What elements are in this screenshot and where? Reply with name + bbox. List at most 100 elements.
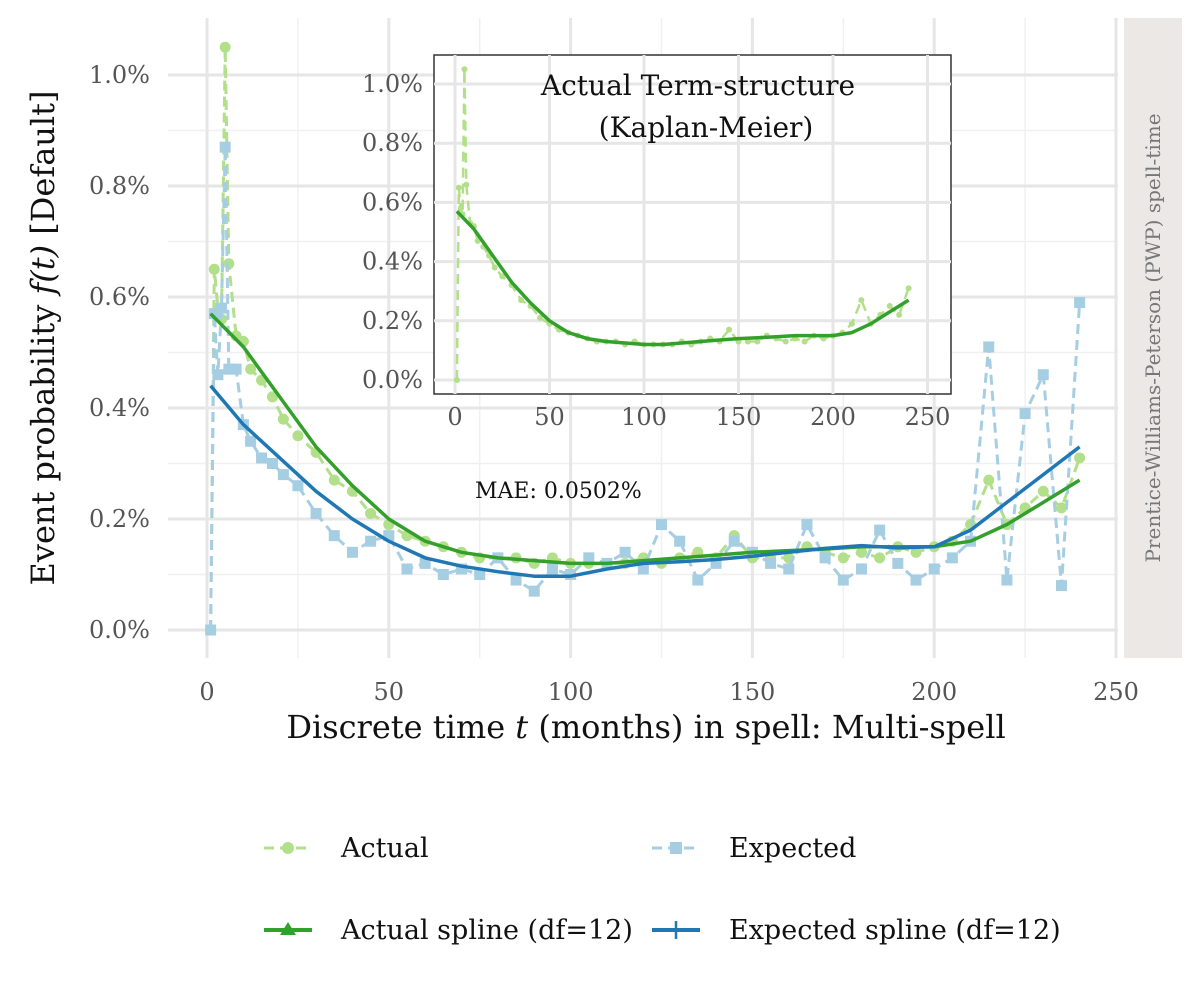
point-expected bbox=[346, 546, 358, 558]
point-actual bbox=[905, 285, 912, 292]
point-actual bbox=[365, 507, 377, 519]
point-actual bbox=[292, 430, 304, 442]
x-tick-label: 200 bbox=[911, 678, 957, 706]
point-expected bbox=[212, 369, 224, 381]
x-tick-label: 0 bbox=[447, 403, 462, 431]
point-actual bbox=[461, 66, 468, 73]
point-actual bbox=[266, 391, 278, 403]
y-axis-title: Event probability f(t) [Default] bbox=[24, 91, 62, 586]
point-actual bbox=[328, 474, 340, 486]
point-expected bbox=[223, 363, 235, 375]
point-actual bbox=[491, 264, 498, 271]
inset-title-line2: (Kaplan-Meier) bbox=[599, 111, 814, 144]
point-expected bbox=[855, 563, 867, 575]
point-expected bbox=[419, 557, 431, 569]
point-expected bbox=[583, 552, 595, 564]
legend-label-expected-spline: Expected spline (df=12) bbox=[729, 915, 1061, 946]
point-expected bbox=[801, 519, 813, 531]
point-expected bbox=[474, 569, 486, 580]
point-expected bbox=[245, 435, 257, 447]
legend-item-actual-spline: Actual spline (df=12) bbox=[264, 915, 633, 946]
y-tick-label: 0.0% bbox=[89, 616, 150, 644]
point-expected bbox=[328, 530, 340, 542]
point-actual bbox=[1055, 502, 1067, 514]
point-expected bbox=[1001, 574, 1013, 586]
facet-strip bbox=[1124, 18, 1182, 658]
x-tick-label: 100 bbox=[548, 678, 594, 706]
point-actual bbox=[858, 297, 865, 304]
point-expected bbox=[710, 557, 722, 569]
x-tick-label: 100 bbox=[621, 403, 667, 431]
main-x-ticks: 0 50 100 150 200 250 bbox=[199, 678, 1139, 706]
point-expected bbox=[692, 574, 704, 586]
point-expected bbox=[216, 302, 228, 314]
point-actual bbox=[726, 326, 733, 333]
point-actual bbox=[754, 338, 761, 345]
point-expected bbox=[383, 530, 395, 542]
point-actual bbox=[855, 546, 867, 558]
point-actual bbox=[1037, 485, 1049, 497]
legend-label-actual: Actual bbox=[340, 833, 429, 864]
point-expected bbox=[910, 574, 922, 586]
point-expected bbox=[219, 141, 231, 153]
point-expected bbox=[892, 557, 904, 569]
inset-y-ticks: 0.0% 0.2% 0.4% 0.6% 0.8% 1.0% bbox=[362, 70, 423, 394]
point-expected bbox=[437, 569, 449, 580]
x-tick-label: 250 bbox=[905, 403, 951, 431]
y-tick-label: 1.0% bbox=[89, 61, 150, 89]
point-actual bbox=[457, 205, 464, 212]
point-actual bbox=[208, 263, 220, 275]
point-expected bbox=[510, 574, 522, 586]
y-tick-label: 0.2% bbox=[89, 505, 150, 533]
point-expected bbox=[1074, 297, 1086, 309]
inset-series-layer bbox=[453, 66, 912, 383]
point-actual bbox=[801, 338, 808, 345]
point-actual bbox=[277, 413, 289, 425]
legend-marker-actual-spline bbox=[280, 922, 296, 935]
point-actual bbox=[910, 546, 922, 558]
point-expected bbox=[266, 458, 278, 469]
inset-chart: 0 50 100 150 200 250 0.0% 0.2% 0.4% 0.6% 0.8% 1.0%… bbox=[362, 54, 952, 431]
y-tick-label: 0.6% bbox=[362, 188, 423, 216]
point-expected bbox=[1055, 580, 1067, 592]
point-actual bbox=[223, 258, 235, 270]
point-expected bbox=[946, 552, 958, 564]
point-expected bbox=[401, 563, 413, 575]
y-tick-label: 0.4% bbox=[89, 394, 150, 422]
mae-annotation: MAE: 0.0502% bbox=[475, 479, 642, 504]
x-tick-label: 150 bbox=[729, 678, 775, 706]
main-y-ticks: 0.0% 0.2% 0.4% 0.6% 0.8% 1.0% bbox=[89, 61, 150, 644]
point-expected bbox=[837, 574, 849, 586]
point-expected bbox=[637, 563, 649, 575]
point-expected bbox=[783, 563, 795, 575]
point-expected bbox=[230, 363, 242, 375]
legend-item-actual: Actual bbox=[264, 833, 429, 864]
y-tick-label: 0.2% bbox=[362, 307, 423, 335]
x-tick-label: 50 bbox=[534, 403, 565, 431]
legend-marker-expected bbox=[670, 842, 682, 854]
point-expected bbox=[205, 624, 217, 636]
point-actual bbox=[744, 338, 751, 345]
point-actual bbox=[837, 552, 849, 564]
point-actual bbox=[499, 273, 506, 280]
main-series-layer bbox=[205, 41, 1086, 636]
point-expected bbox=[310, 507, 322, 519]
point-expected bbox=[456, 563, 468, 575]
point-actual bbox=[453, 377, 460, 383]
inset-x-ticks: 0 50 100 150 200 250 bbox=[447, 403, 950, 431]
legend: Actual Expected Actual spline (df=12) Ex… bbox=[264, 833, 1061, 946]
point-actual bbox=[463, 181, 470, 188]
legend-item-expected-spline: Expected spline (df=12) bbox=[652, 915, 1061, 946]
x-tick-label: 250 bbox=[1093, 678, 1139, 706]
point-actual bbox=[518, 297, 525, 304]
point-expected bbox=[256, 452, 268, 464]
point-actual bbox=[537, 314, 544, 321]
point-expected bbox=[619, 546, 631, 558]
point-expected bbox=[928, 563, 940, 575]
x-axis-title: Discrete time t (months) in spell: Multi… bbox=[286, 708, 1005, 746]
y-tick-label: 0.4% bbox=[362, 248, 423, 276]
point-actual bbox=[896, 311, 903, 318]
point-expected bbox=[765, 557, 777, 569]
point-expected bbox=[208, 308, 220, 320]
